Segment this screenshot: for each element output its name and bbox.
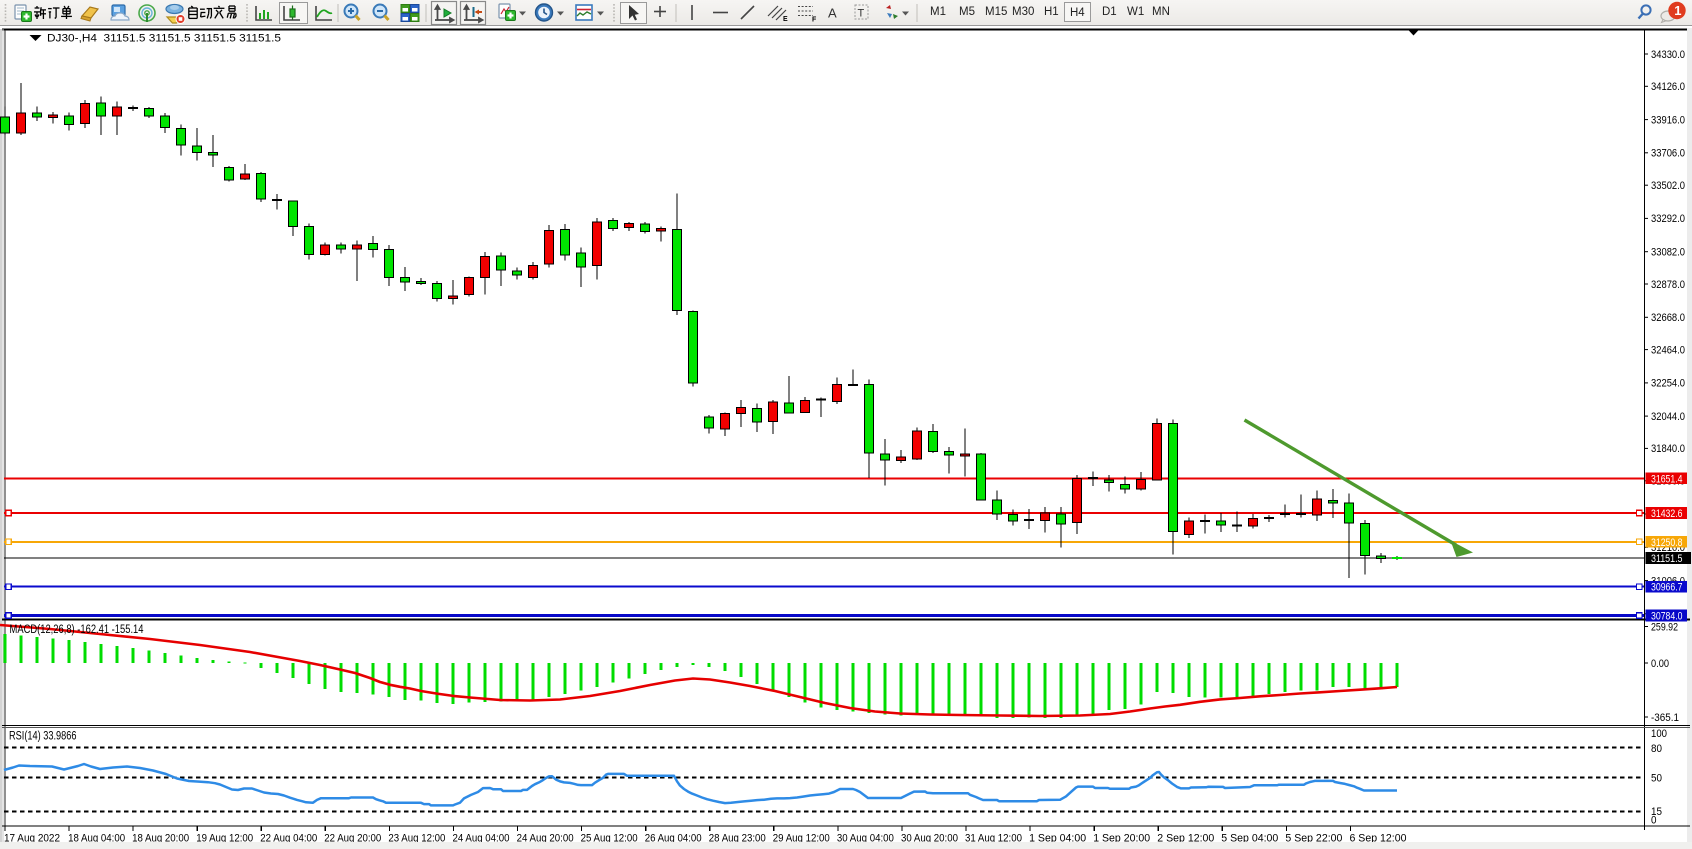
svg-text:32044.0: 32044.0 [1651,411,1685,423]
svg-text:100: 100 [1651,728,1667,740]
svg-text:5 Sep 22:00: 5 Sep 22:00 [1285,833,1342,845]
svg-text:32878.0: 32878.0 [1651,279,1685,291]
svg-text:2 Sep 12:00: 2 Sep 12:00 [1157,833,1214,845]
svg-text:24 Aug 20:00: 24 Aug 20:00 [517,833,574,845]
svg-text:34330.0: 34330.0 [1651,49,1685,61]
svg-text:32668.0: 32668.0 [1651,312,1685,324]
svg-text:25 Aug 12:00: 25 Aug 12:00 [581,833,638,845]
svg-text:A: A [828,6,837,21]
svg-text:31250.8: 31250.8 [1651,537,1683,549]
svg-text:50: 50 [1651,772,1662,784]
svg-text:23 Aug 12:00: 23 Aug 12:00 [388,833,445,845]
svg-text:30 Aug 20:00: 30 Aug 20:00 [901,833,958,845]
svg-text:29 Aug 12:00: 29 Aug 12:00 [773,833,830,845]
svg-text:18 Aug 20:00: 18 Aug 20:00 [132,833,189,845]
svg-text:0: 0 [1651,814,1657,826]
svg-text:32464.0: 32464.0 [1651,344,1685,356]
svg-text:32254.0: 32254.0 [1651,378,1685,390]
svg-text:34126.0: 34126.0 [1651,81,1685,93]
svg-text:18 Aug 04:00: 18 Aug 04:00 [68,833,125,845]
svg-text:26 Aug 04:00: 26 Aug 04:00 [645,833,702,845]
svg-text:259.92: 259.92 [1651,621,1678,633]
svg-text:28 Aug 23:00: 28 Aug 23:00 [709,833,766,845]
svg-text:22 Aug 20:00: 22 Aug 20:00 [324,833,381,845]
svg-text:DJ30-,H4 31151.5 31151.5 3115: DJ30-,H4 31151.5 31151.5 31151.5 31151.5 [47,33,281,45]
svg-text:F: F [812,17,817,24]
svg-text:24 Aug 04:00: 24 Aug 04:00 [453,833,510,845]
svg-text:15: 15 [1651,806,1662,818]
svg-text:31651.4: 31651.4 [1651,473,1683,485]
svg-text:33082.0: 33082.0 [1651,247,1685,259]
svg-text:33916.0: 33916.0 [1651,114,1685,126]
svg-text:1 Sep 04:00: 1 Sep 04:00 [1029,833,1086,845]
svg-text:RSI(14) 33.9866: RSI(14) 33.9866 [9,731,77,743]
svg-text:31151.5: 31151.5 [1651,553,1683,565]
svg-text:-365.1: -365.1 [1651,712,1679,724]
svg-text:19 Aug 12:00: 19 Aug 12:00 [196,833,253,845]
svg-text:1: 1 [1674,3,1681,18]
svg-text:30784.0: 30784.0 [1651,611,1683,623]
svg-text:17 Aug 2022: 17 Aug 2022 [4,833,60,845]
svg-text:T: T [858,8,865,20]
svg-text:6 Sep 12:00: 6 Sep 12:00 [1350,833,1407,845]
svg-text:30 Aug 04:00: 30 Aug 04:00 [837,833,894,845]
svg-text:33706.0: 33706.0 [1651,148,1685,160]
svg-text:31 Aug 12:00: 31 Aug 12:00 [965,833,1022,845]
svg-text:33292.0: 33292.0 [1651,213,1685,225]
svg-text:MACD(12,26,8) -162.41 -155.14: MACD(12,26,8) -162.41 -155.14 [10,624,144,636]
svg-text:5 Sep 04:00: 5 Sep 04:00 [1221,833,1278,845]
svg-text:30966.7: 30966.7 [1651,582,1683,594]
svg-text:0.00: 0.00 [1651,658,1669,670]
svg-text:33502.0: 33502.0 [1651,180,1685,192]
svg-text:1 Sep 20:00: 1 Sep 20:00 [1093,833,1150,845]
svg-text:31840.0: 31840.0 [1651,443,1685,455]
svg-text:31432.6: 31432.6 [1651,508,1683,520]
svg-text:22 Aug 04:00: 22 Aug 04:00 [260,833,317,845]
svg-text:80: 80 [1651,743,1662,755]
svg-text:E: E [783,16,788,23]
